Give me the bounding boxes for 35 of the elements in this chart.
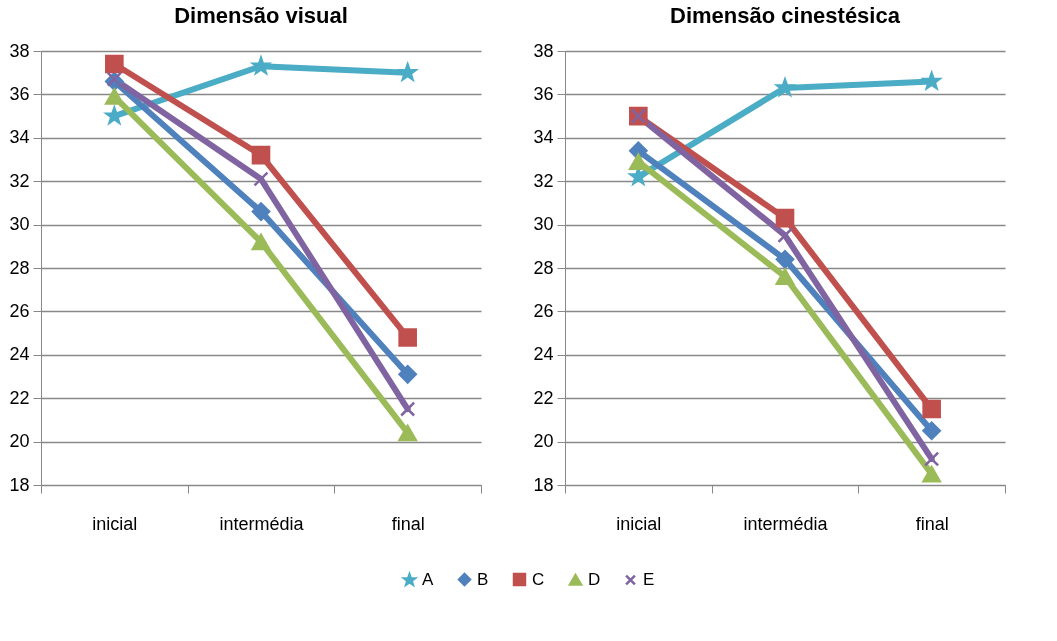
y-tick-label: 32: [9, 170, 30, 191]
y-tick-label: 20: [533, 431, 554, 452]
y-tick-label: 20: [9, 431, 30, 452]
y-tick-label: 36: [9, 83, 30, 104]
y-tick-label: 18: [533, 474, 554, 495]
legend-label: D: [588, 569, 601, 589]
x-tick-label: intermédia: [219, 513, 305, 534]
y-tick-label: 30: [533, 214, 554, 235]
y-tick-label: 30: [9, 214, 30, 235]
legend-label: E: [643, 570, 655, 590]
y-tick-label: 22: [533, 387, 554, 408]
legend-label: A: [422, 570, 434, 590]
y-tick-label: 36: [533, 83, 554, 104]
y-tick-label: 26: [533, 300, 554, 321]
y-tick-label: 34: [9, 127, 30, 148]
y-tick-label: 28: [9, 257, 30, 278]
y-tick-label: 32: [533, 170, 554, 191]
x-tick-label: intermédia: [743, 513, 829, 534]
chart-title: Dimensão cinestésica: [670, 3, 901, 28]
y-tick-label: 28: [533, 257, 554, 278]
x-tick-label: final: [915, 513, 949, 534]
y-tick-label: 34: [533, 127, 554, 148]
chart-title: Dimensão visual: [174, 3, 348, 28]
x-tick-label: inicial: [92, 513, 138, 534]
y-tick-label: 26: [9, 300, 30, 321]
y-tick-label: 38: [9, 40, 30, 61]
y-tick-label: 22: [9, 387, 30, 408]
y-tick-label: 24: [533, 344, 554, 365]
legend-label: B: [477, 569, 489, 589]
x-tick-label: inicial: [616, 513, 662, 534]
y-tick-label: 38: [533, 40, 554, 61]
legend-label: C: [532, 569, 545, 589]
y-tick-label: 18: [9, 474, 30, 495]
x-tick-label: final: [391, 513, 425, 534]
y-tick-label: 24: [9, 344, 30, 365]
